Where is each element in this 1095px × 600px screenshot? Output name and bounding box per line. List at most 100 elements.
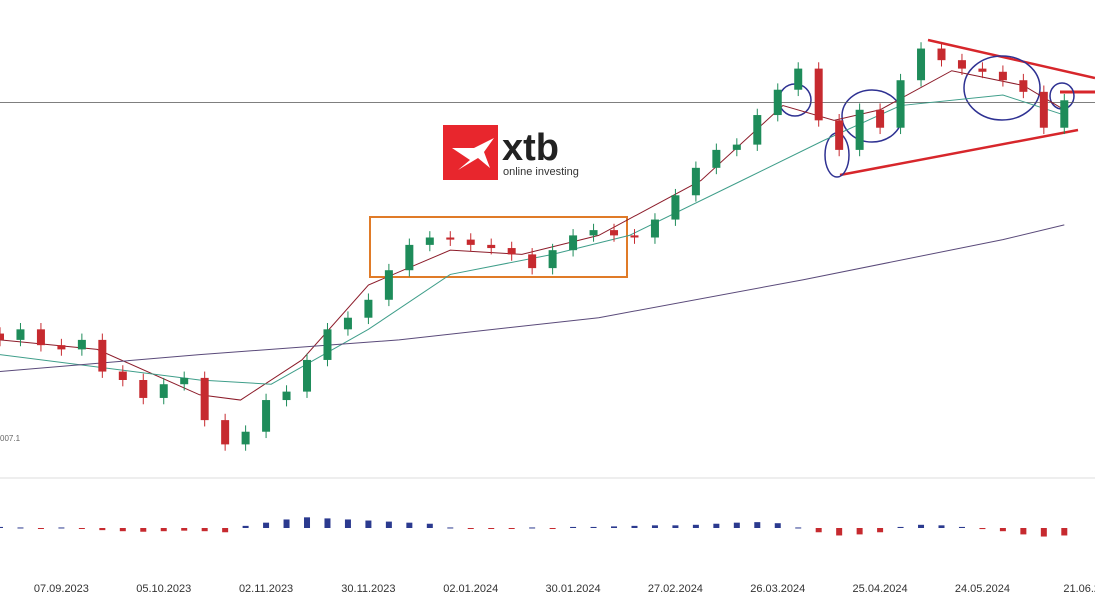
- macd-bar: [774, 523, 781, 528]
- macd-bar: [365, 520, 372, 528]
- candle-body: [98, 339, 107, 372]
- moving-average: [0, 224, 1065, 373]
- x-tick-label: 02.11.2023: [239, 583, 293, 595]
- candle-body: [855, 109, 864, 150]
- candle-body: [446, 237, 455, 240]
- macd-bar: [918, 524, 925, 528]
- macd-bar: [958, 526, 965, 528]
- candle-body: [650, 219, 659, 238]
- candle-body: [118, 371, 127, 380]
- macd-bar: [222, 528, 229, 533]
- macd-bar: [58, 527, 65, 529]
- x-tick-label: 07.09.2023: [34, 583, 89, 595]
- macd-bar: [508, 528, 515, 529]
- candle-body: [589, 230, 598, 236]
- macd-bar: [590, 526, 597, 528]
- candle-body: [282, 391, 291, 401]
- candle-body: [221, 420, 230, 445]
- candle-body: [405, 244, 414, 271]
- candle-body: [712, 149, 721, 168]
- candle-body: [1019, 80, 1028, 92]
- macd-bar: [611, 526, 618, 528]
- macd-bar: [999, 528, 1006, 532]
- macd-bar: [201, 528, 208, 532]
- candle-body: [507, 248, 516, 255]
- candle-body: [691, 167, 700, 196]
- candle-body: [896, 80, 905, 128]
- logo-icon: [452, 138, 494, 170]
- macd-bar: [17, 527, 24, 529]
- macd-bar: [99, 528, 106, 531]
- macd-bar: [549, 528, 556, 529]
- candle-body: [241, 431, 250, 445]
- candle-body: [548, 250, 557, 269]
- trend-line: [927, 38, 1095, 80]
- candle-body: [57, 345, 66, 350]
- macd-bar: [283, 519, 290, 528]
- logo: xtb online investing: [443, 125, 579, 180]
- macd-bar: [242, 525, 249, 528]
- candle-body: [937, 48, 946, 61]
- candle-body: [917, 48, 926, 81]
- x-tick-label: 27.02.2024: [648, 583, 703, 595]
- candle-body: [835, 120, 844, 150]
- macd-bar: [815, 528, 822, 533]
- macd-bar: [733, 522, 740, 528]
- candle-body: [1060, 100, 1069, 128]
- macd-bar: [877, 528, 884, 533]
- macd-bar: [447, 527, 454, 529]
- candle-body: [773, 89, 782, 116]
- macd-bar: [263, 522, 270, 528]
- macd-bar: [979, 528, 986, 530]
- macd-bar: [78, 528, 85, 529]
- logo-tagline: online investing: [503, 166, 579, 178]
- trend-line: [839, 128, 1079, 177]
- candle-body: [610, 230, 619, 236]
- macd-bar: [406, 522, 413, 528]
- x-tick-label: 25.04.2024: [853, 583, 908, 595]
- x-tick-label: 30.11.2023: [341, 583, 395, 595]
- macd-bar: [713, 523, 720, 528]
- candle-body: [1039, 91, 1048, 128]
- candle-body: [630, 235, 639, 238]
- candle-body: [998, 71, 1007, 81]
- macd-bar: [938, 525, 945, 528]
- macd-bar: [160, 528, 167, 532]
- candle-body: [794, 68, 803, 90]
- macd-bar: [324, 518, 331, 528]
- price-label: 007.1: [0, 434, 21, 443]
- moving-average: [0, 94, 1065, 385]
- candle-body: [753, 115, 762, 145]
- candle-body: [876, 109, 885, 128]
- macd-bar: [181, 528, 188, 531]
- macd-bar: [0, 526, 3, 528]
- macd-bar: [119, 528, 126, 532]
- macd-bar: [651, 525, 658, 528]
- candle-body: [487, 244, 496, 249]
- candle-body: [16, 329, 25, 340]
- logo-name: xtb: [502, 127, 559, 169]
- macd-bar: [856, 528, 863, 535]
- macd-bar: [631, 525, 638, 528]
- x-tick-label: 24.05.2024: [955, 583, 1010, 595]
- candle-body: [303, 359, 312, 392]
- macd-bar: [385, 521, 392, 528]
- macd-bar: [1061, 528, 1068, 536]
- candle-body: [200, 377, 209, 421]
- x-tick-label: 05.10.2023: [136, 583, 191, 595]
- macd-bar: [1020, 528, 1027, 535]
- candle-body: [732, 144, 741, 150]
- candle-body: [139, 380, 148, 398]
- macd-bar: [570, 526, 577, 528]
- macd-bar: [672, 525, 679, 528]
- candle-body: [180, 377, 189, 385]
- macd-bar: [344, 519, 351, 528]
- macd-bar: [754, 522, 761, 528]
- x-tick-label: 21.06.20: [1063, 583, 1095, 595]
- candle-body: [0, 333, 4, 340]
- macd-bar: [37, 528, 44, 529]
- candle-body: [528, 254, 537, 269]
- macd-bar: [529, 527, 536, 529]
